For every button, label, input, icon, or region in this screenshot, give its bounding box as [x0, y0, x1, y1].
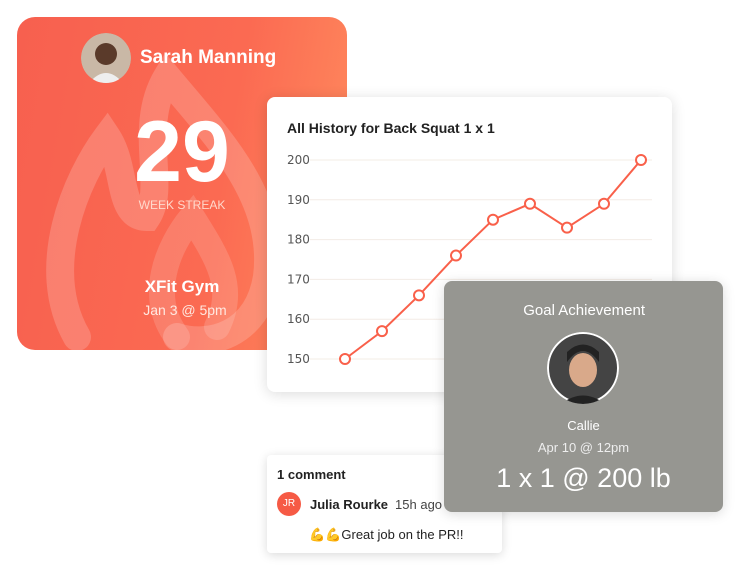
data-point[interactable]: [561, 221, 573, 234]
chart-title: All History for Back Squat 1 x 1: [287, 120, 495, 136]
avatar: [547, 332, 619, 404]
y-tick-label: 190: [287, 193, 310, 207]
checkin-date: Jan 3 @ 5pm: [143, 302, 227, 318]
data-point[interactable]: [376, 325, 388, 338]
y-tick-label: 200: [287, 153, 310, 167]
line-chart: 150 160 170 180 190 200: [287, 153, 652, 366]
data-point[interactable]: [450, 249, 462, 262]
gym-name: XFit Gym: [144, 277, 220, 296]
goal-time: Apr 10 @ 12pm: [537, 440, 630, 455]
data-point[interactable]: [339, 353, 351, 365]
y-tick-label: 150: [287, 352, 310, 366]
data-point[interactable]: [524, 197, 536, 210]
streak-label: WEEK STREAK: [138, 198, 226, 212]
y-tick-label: 160: [287, 312, 310, 326]
y-tick-label: 170: [287, 272, 310, 286]
data-point[interactable]: [635, 154, 647, 166]
data-point[interactable]: [413, 289, 425, 302]
avatar: [81, 33, 131, 83]
comment-time: 15h ago: [395, 497, 443, 512]
goal-value: 1 x 1 @ 200 lb: [496, 463, 671, 493]
comment-count[interactable]: 1 comment: [277, 467, 346, 482]
comment-header: Julia Rourke 15h ago: [310, 497, 442, 513]
goal-title: Goal Achievement: [523, 302, 645, 319]
goal-achievement-card: Goal Achievement Callie Apr 10 @ 12pm 1 …: [444, 281, 723, 512]
comment-text: 💪💪Great job on the PR!!: [309, 527, 464, 542]
user-name: Sarah Manning: [140, 47, 277, 68]
member-name: Callie: [567, 418, 600, 433]
comments-card: 1 comment JR Julia Rourke 15h ago 💪💪Grea…: [267, 455, 502, 553]
flame-icon: [46, 52, 283, 350]
y-tick-label: 180: [287, 233, 310, 247]
commenter-avatar: JR: [277, 492, 301, 516]
commenter-name[interactable]: Julia Rourke: [310, 497, 389, 512]
streak-count: 29: [134, 104, 230, 200]
data-point[interactable]: [487, 213, 499, 226]
data-point[interactable]: [598, 197, 610, 210]
